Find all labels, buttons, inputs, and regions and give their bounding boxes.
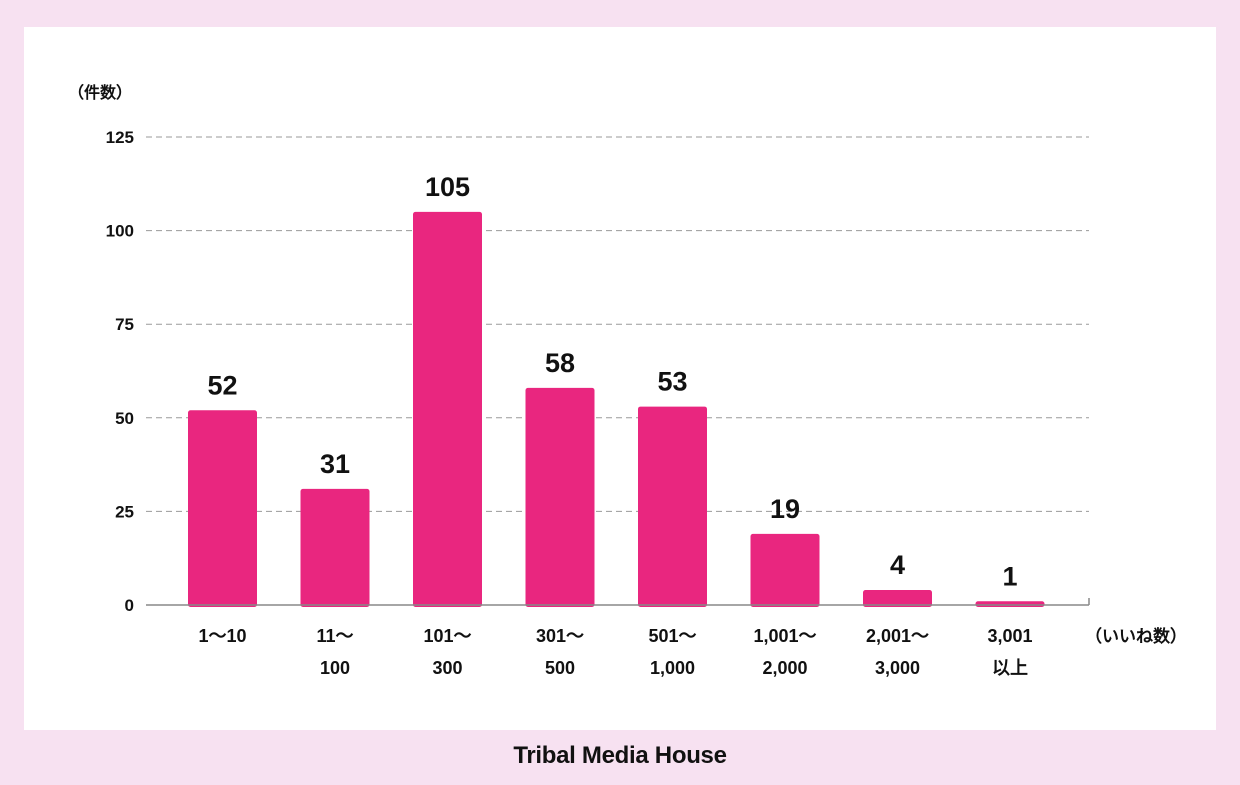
data-label: 52 (207, 370, 237, 400)
x-tick-label: 300 (432, 658, 462, 678)
x-tick-label: 2,000 (762, 658, 807, 678)
y-tick-label: 50 (115, 409, 134, 428)
chart-panel (24, 27, 1216, 730)
x-tick-label: 1,001〜 (753, 626, 816, 646)
bar (300, 488, 370, 607)
x-tick-label: 501〜 (648, 626, 696, 646)
bar (638, 406, 707, 607)
bar (863, 590, 932, 607)
x-tick-label: 1,000 (650, 658, 695, 678)
x-tick-label: 3,001 (987, 626, 1032, 646)
bar (413, 211, 482, 607)
bar (188, 410, 257, 607)
data-label: 1 (1002, 561, 1017, 591)
footer-brand-logo: Tribal Media House (513, 742, 727, 769)
y-tick-label: 125 (106, 128, 134, 147)
data-label: 105 (425, 172, 470, 202)
y-axis-title: （件数） (68, 83, 132, 102)
x-tick-label: 100 (320, 658, 350, 678)
y-tick-label: 25 (115, 502, 134, 521)
bar (525, 387, 595, 607)
x-tick-label: 101〜 (423, 626, 471, 646)
data-label: 4 (890, 550, 905, 580)
x-tick-label: 3,000 (875, 658, 920, 678)
x-tick-label: 以上 (992, 658, 1028, 678)
y-tick-label: 75 (115, 315, 134, 334)
data-label: 31 (320, 449, 350, 479)
x-tick-label: 11〜 (316, 626, 353, 646)
data-label: 19 (770, 494, 800, 524)
x-axis-title: （いいね数） (1085, 626, 1187, 646)
y-tick-label: 0 (125, 596, 134, 615)
data-label: 53 (657, 367, 687, 397)
y-tick-label: 100 (106, 222, 134, 241)
bar (750, 533, 820, 607)
bar (975, 601, 1045, 607)
x-tick-label: 301〜 (536, 626, 584, 646)
x-tick-label: 2,001〜 (866, 626, 929, 646)
x-tick-label: 1〜10 (198, 626, 246, 646)
data-label: 58 (545, 348, 575, 378)
x-tick-label: 500 (545, 658, 575, 678)
